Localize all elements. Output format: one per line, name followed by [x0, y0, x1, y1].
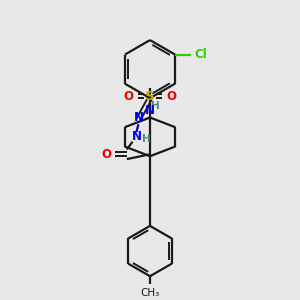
- Text: O: O: [166, 90, 176, 103]
- Text: N: N: [131, 130, 142, 143]
- Text: N: N: [145, 103, 155, 116]
- Text: Cl: Cl: [194, 48, 207, 61]
- Text: H: H: [142, 134, 151, 144]
- Text: H: H: [152, 101, 160, 111]
- Text: O: O: [101, 148, 112, 161]
- Text: N: N: [134, 111, 143, 124]
- Text: O: O: [124, 90, 134, 103]
- Text: S: S: [145, 90, 155, 103]
- Text: CH₃: CH₃: [140, 288, 160, 298]
